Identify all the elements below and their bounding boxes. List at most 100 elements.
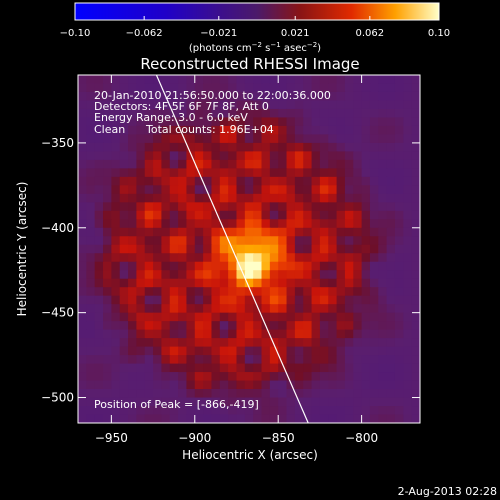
heatmap-cell xyxy=(270,287,279,296)
heatmap-cell xyxy=(170,160,179,169)
heatmap-cell xyxy=(345,236,354,245)
heatmap-cell xyxy=(353,194,362,203)
heatmap-cell xyxy=(120,245,129,254)
heatmap-cell xyxy=(312,381,321,390)
heatmap-cell xyxy=(412,211,421,220)
heatmap-cell xyxy=(278,219,287,228)
heatmap-cell xyxy=(403,262,412,271)
heatmap-cell xyxy=(328,347,337,356)
heatmap-cell xyxy=(270,211,279,220)
heatmap-cell xyxy=(220,75,229,84)
heatmap-cell xyxy=(303,117,312,126)
heatmap-cell xyxy=(86,415,95,424)
heatmap-cell xyxy=(178,270,187,279)
heatmap-cell xyxy=(378,177,387,186)
heatmap-cell xyxy=(220,347,229,356)
heatmap-cell xyxy=(312,262,321,271)
heatmap-cell xyxy=(145,168,154,177)
heatmap-cell xyxy=(353,134,362,143)
heatmap-cell xyxy=(120,194,129,203)
heatmap-cell xyxy=(412,389,421,398)
heatmap-cell xyxy=(270,279,279,288)
heatmap-cell xyxy=(387,270,396,279)
heatmap-cell xyxy=(128,126,137,135)
heatmap-cell xyxy=(86,245,95,254)
heatmap-cell xyxy=(403,177,412,186)
heatmap-cell xyxy=(161,245,170,254)
heatmap-cell xyxy=(161,211,170,220)
heatmap-cell xyxy=(153,143,162,152)
heatmap-cell xyxy=(170,202,179,211)
heatmap-cell xyxy=(328,270,337,279)
heatmap-cell xyxy=(153,304,162,313)
heatmap-cell xyxy=(295,194,304,203)
heatmap-cell xyxy=(387,321,396,330)
heatmap-cell xyxy=(370,389,379,398)
heatmap-cell xyxy=(253,355,262,364)
heatmap-cell xyxy=(245,228,254,237)
heatmap-cell xyxy=(136,202,145,211)
heatmap-cell xyxy=(320,236,329,245)
heatmap-cell xyxy=(186,389,195,398)
heatmap-cell xyxy=(78,100,87,109)
heatmap-cell xyxy=(287,117,296,126)
heatmap-cell xyxy=(95,355,104,364)
heatmap-cell xyxy=(403,160,412,169)
heatmap-cell xyxy=(228,279,237,288)
heatmap-cell xyxy=(370,211,379,220)
heatmap-cell xyxy=(186,270,195,279)
heatmap-cell xyxy=(211,262,220,271)
heatmap-cell xyxy=(178,355,187,364)
heatmap-cell xyxy=(395,117,404,126)
heatmap-cell xyxy=(337,92,346,101)
heatmap-cell xyxy=(78,355,87,364)
heatmap-cell xyxy=(312,236,321,245)
heatmap-cell xyxy=(353,389,362,398)
heatmap-cell xyxy=(211,75,220,84)
heatmap-cell xyxy=(228,381,237,390)
heatmap-cell xyxy=(412,364,421,373)
heatmap-cell xyxy=(353,92,362,101)
heatmap-cell xyxy=(387,109,396,118)
heatmap-cell xyxy=(387,347,396,356)
heatmap-cell xyxy=(387,245,396,254)
heatmap-cell xyxy=(120,236,129,245)
heatmap-cell xyxy=(161,219,170,228)
heatmap-cell xyxy=(278,398,287,407)
heatmap-cell xyxy=(78,296,87,305)
heatmap-cell xyxy=(78,211,87,220)
heatmap-cell xyxy=(228,219,237,228)
heatmap-cell xyxy=(370,330,379,339)
heatmap-cell xyxy=(403,202,412,211)
heatmap-cell xyxy=(278,151,287,160)
heatmap-cell xyxy=(395,236,404,245)
heatmap-cell xyxy=(395,406,404,415)
heatmap-cell xyxy=(387,83,396,92)
heatmap-cell xyxy=(295,372,304,381)
heatmap-cell xyxy=(136,236,145,245)
heatmap-cell xyxy=(211,270,220,279)
heatmap-cell xyxy=(95,236,104,245)
heatmap-cell xyxy=(395,415,404,424)
chart-title: Reconstructed RHESSI Image xyxy=(140,55,359,73)
heatmap-cell xyxy=(78,194,87,203)
heatmap-cell xyxy=(120,296,129,305)
heatmap-cell xyxy=(120,415,129,424)
heatmap-cell xyxy=(278,338,287,347)
heatmap-cell xyxy=(295,304,304,313)
heatmap-cell xyxy=(103,381,112,390)
heatmap-cell xyxy=(128,347,137,356)
heatmap-cell xyxy=(387,279,396,288)
heatmap-cell xyxy=(95,330,104,339)
heatmap-cell xyxy=(236,330,245,339)
heatmap-cell xyxy=(95,262,104,271)
heatmap-cell xyxy=(345,304,354,313)
heatmap-cell xyxy=(278,194,287,203)
heatmap-cell xyxy=(103,372,112,381)
heatmap-cell xyxy=(103,355,112,364)
heatmap-cell xyxy=(161,262,170,271)
heatmap-cell xyxy=(262,398,271,407)
heatmap-cell xyxy=(95,177,104,186)
heatmap-cell xyxy=(161,321,170,330)
heatmap-cell xyxy=(262,151,271,160)
